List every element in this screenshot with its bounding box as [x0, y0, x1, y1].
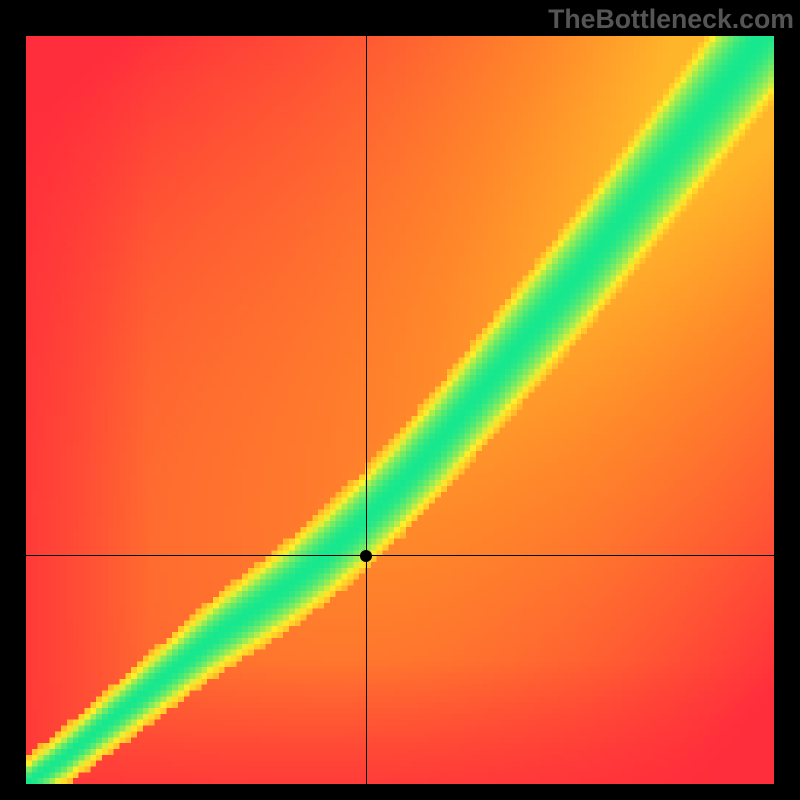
watermark-text: TheBottleneck.com — [548, 4, 794, 35]
crosshair-vertical — [366, 36, 367, 784]
crosshair-horizontal — [26, 555, 774, 556]
chart-container: TheBottleneck.com — [0, 0, 800, 800]
plot-area — [26, 36, 774, 784]
heatmap-canvas — [26, 36, 774, 784]
